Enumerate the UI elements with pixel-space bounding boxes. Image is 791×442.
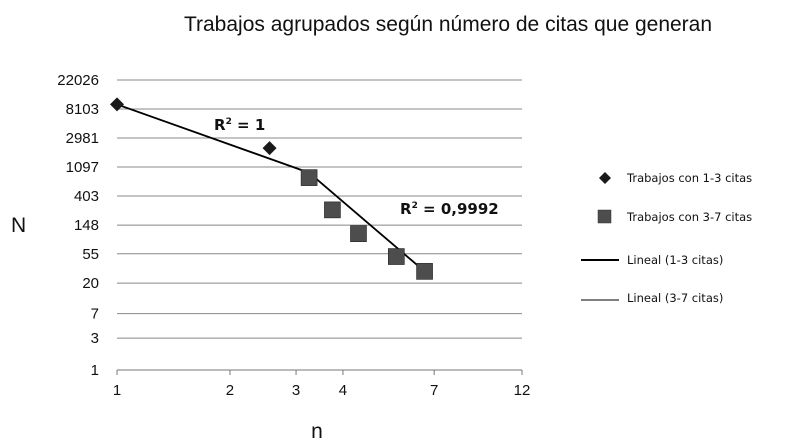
legend-label-lineal-1-3: Lineal (1-3 citas) bbox=[627, 253, 723, 267]
y-tick-label: 55 bbox=[82, 246, 99, 263]
legend-label-lineal-3-7: Lineal (3-7 citas) bbox=[627, 291, 723, 305]
x-tick-label: 7 bbox=[430, 382, 438, 399]
x-tick-labels: 1 2 3 4 7 12 bbox=[113, 370, 531, 399]
x-tick-label: 2 bbox=[226, 382, 234, 399]
chart-title: Trabajos agrupados según número de citas… bbox=[184, 13, 712, 36]
diamond-point bbox=[110, 97, 124, 112]
square-point bbox=[300, 169, 318, 186]
trendline-2 bbox=[308, 172, 426, 273]
y-tick-label: 20 bbox=[82, 275, 99, 292]
square-point bbox=[388, 248, 405, 265]
square-point bbox=[350, 225, 367, 242]
legend-diamond-marker bbox=[599, 172, 611, 184]
y-tick-label: 8103 bbox=[66, 101, 99, 118]
y-tick-label: 3 bbox=[91, 330, 99, 347]
x-tick-label: 12 bbox=[514, 382, 531, 399]
r2-annotation-2: R2 = 0,9992 bbox=[400, 200, 499, 218]
legend-square-marker bbox=[597, 209, 612, 224]
y-axis-label: N bbox=[11, 214, 26, 237]
legend-item-square: Trabajos con 3-7 citas bbox=[597, 209, 752, 224]
y-tick-label: 1 bbox=[91, 362, 99, 379]
legend-item-diamond: Trabajos con 1-3 citas bbox=[599, 171, 752, 185]
legend-label-1-3: Trabajos con 1-3 citas bbox=[626, 171, 752, 185]
gridlines bbox=[117, 79, 522, 371]
y-tick-label: 1097 bbox=[66, 159, 99, 176]
y-tick-labels: 1 3 7 20 55 148 403 1097 2981 8103 22026 bbox=[57, 72, 99, 379]
x-tick-label: 3 bbox=[292, 382, 300, 399]
data-points bbox=[110, 97, 433, 280]
legend-label-3-7: Trabajos con 3-7 citas bbox=[626, 210, 752, 224]
y-tick-label: 403 bbox=[74, 188, 99, 205]
y-tick-label: 7 bbox=[91, 306, 99, 323]
y-tick-label: 22026 bbox=[57, 72, 99, 89]
x-tick-label: 4 bbox=[339, 382, 347, 399]
legend: Trabajos con 1-3 citas Trabajos con 3-7 … bbox=[581, 171, 752, 305]
trendline-1 bbox=[116, 103, 310, 174]
trendlines bbox=[116, 103, 426, 273]
r2-annotation-1: R2 = 1 bbox=[214, 116, 265, 134]
square-point bbox=[416, 263, 433, 280]
legend-item-line-1: Lineal (1-3 citas) bbox=[581, 253, 723, 267]
y-tick-label: 148 bbox=[74, 217, 99, 234]
x-axis-label: n bbox=[311, 420, 323, 442]
diamond-point bbox=[262, 141, 277, 156]
legend-item-line-2: Lineal (3-7 citas) bbox=[581, 291, 723, 305]
x-tick-label: 1 bbox=[113, 382, 121, 399]
square-point bbox=[324, 201, 341, 219]
y-tick-label: 2981 bbox=[66, 130, 99, 147]
